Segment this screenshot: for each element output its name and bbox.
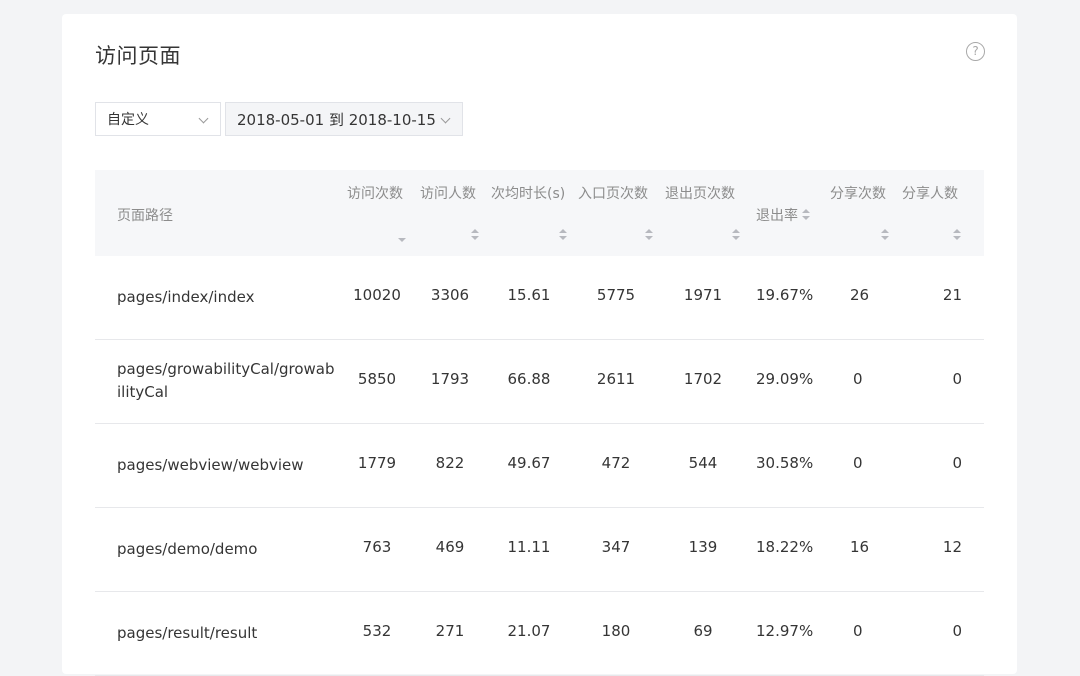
table-row: pages/webview/webview 1779 822 49.67 472… [95,424,984,508]
cell-entry: 5775 [596,286,636,304]
preset-range-value: 自定义 [107,112,149,128]
cell-visitors: 3306 [430,286,470,304]
cell-exit: 139 [688,538,718,556]
cell-path: pages/webview/webview [117,456,304,474]
visited-pages-card: 访问页面 ? 自定义 2018-05-01 到 2018-10-15 页面路径 … [62,14,1017,676]
chevron-down-icon [198,113,209,124]
cell-entry: 2611 [596,370,636,388]
pages-table: 页面路径 访问次数 访问人数 次均时长(s) 入口页次数 退出页次数 退出率 分… [95,170,984,676]
chevron-down-icon [440,113,451,124]
cell-exit: 1971 [683,286,723,304]
table-header: 页面路径 访问次数 访问人数 次均时长(s) 入口页次数 退出页次数 退出率 分… [95,170,984,256]
sort-icon[interactable] [801,209,811,221]
cell-exit-rate: 29.09% [756,370,814,388]
sort-icon[interactable] [644,229,654,241]
cell-visits: 532 [362,622,392,640]
cell-entry: 180 [601,622,631,640]
sort-icon[interactable] [558,229,568,241]
sort-desc-icon[interactable] [397,234,407,246]
cell-avg-duration: 11.11 [507,538,551,556]
cell-shares: 26 [850,286,870,304]
cell-visits: 10020 [353,286,401,304]
column-header-path: 页面路径 [117,208,173,224]
cell-path: pages/growabilityCal/growabilityCal [117,360,335,401]
table-row: pages/index/index 10020 3306 15.61 5775 … [95,256,984,340]
cell-sharers: 0 [952,622,962,640]
date-range-value: 2018-05-01 到 2018-10-15 [237,110,436,129]
cell-avg-duration: 21.07 [507,622,551,640]
cell-exit-rate: 12.97% [756,622,814,640]
cell-visitors: 822 [435,454,465,472]
cell-exit-rate: 30.58% [756,454,814,472]
cell-visitors: 469 [435,538,465,556]
sort-icon[interactable] [470,229,480,241]
page-title: 访问页面 [95,44,181,68]
cell-visits: 1779 [357,454,397,472]
cell-shares: 0 [853,622,863,640]
column-header-sharers[interactable]: 分享人数 [902,186,958,202]
cell-shares: 0 [853,454,863,472]
cell-exit-rate: 18.22% [756,538,814,556]
sort-icon[interactable] [731,229,741,241]
cell-avg-duration: 15.61 [507,286,551,304]
column-header-visits[interactable]: 访问次数 [347,186,403,202]
preset-range-select[interactable]: 自定义 [95,102,221,136]
cell-sharers: 0 [952,454,962,472]
cell-exit: 544 [688,454,718,472]
cell-visits: 5850 [357,370,397,388]
column-header-shares[interactable]: 分享次数 [830,186,886,202]
column-header-entry[interactable]: 入口页次数 [578,186,648,202]
cell-shares: 0 [853,370,863,388]
table-row: pages/demo/demo 763 469 11.11 347 139 18… [95,508,984,592]
cell-sharers: 0 [952,370,962,388]
cell-entry: 347 [601,538,631,556]
cell-visitors: 271 [435,622,465,640]
cell-sharers: 12 [942,538,962,556]
cell-avg-duration: 49.67 [507,454,551,472]
cell-entry: 472 [601,454,631,472]
cell-exit: 69 [693,622,713,640]
cell-visitors: 1793 [430,370,470,388]
cell-path: pages/index/index [117,288,255,306]
cell-avg-duration: 66.88 [507,370,551,388]
cell-exit: 1702 [683,370,723,388]
column-header-exit[interactable]: 退出页次数 [665,186,735,202]
cell-path: pages/demo/demo [117,540,258,558]
cell-sharers: 21 [942,286,962,304]
cell-path: pages/result/result [117,624,258,642]
sort-icon[interactable] [880,229,890,241]
cell-visits: 763 [362,538,392,556]
column-header-visitors[interactable]: 访问人数 [420,186,476,202]
cell-exit-rate: 19.67% [756,286,814,304]
table-row: pages/result/result 532 271 21.07 180 69… [95,592,984,676]
table-row: pages/growabilityCal/growabilityCal 5850… [95,340,984,424]
help-icon[interactable]: ? [966,42,985,61]
sort-icon[interactable] [952,229,962,241]
date-range-picker[interactable]: 2018-05-01 到 2018-10-15 [225,102,463,136]
column-header-exit-rate-label: 退出率 [756,208,798,224]
column-header-avg-duration[interactable]: 次均时长(s) [491,186,566,202]
cell-shares: 16 [850,538,870,556]
column-header-exit-rate[interactable]: 退出率 [756,205,811,225]
